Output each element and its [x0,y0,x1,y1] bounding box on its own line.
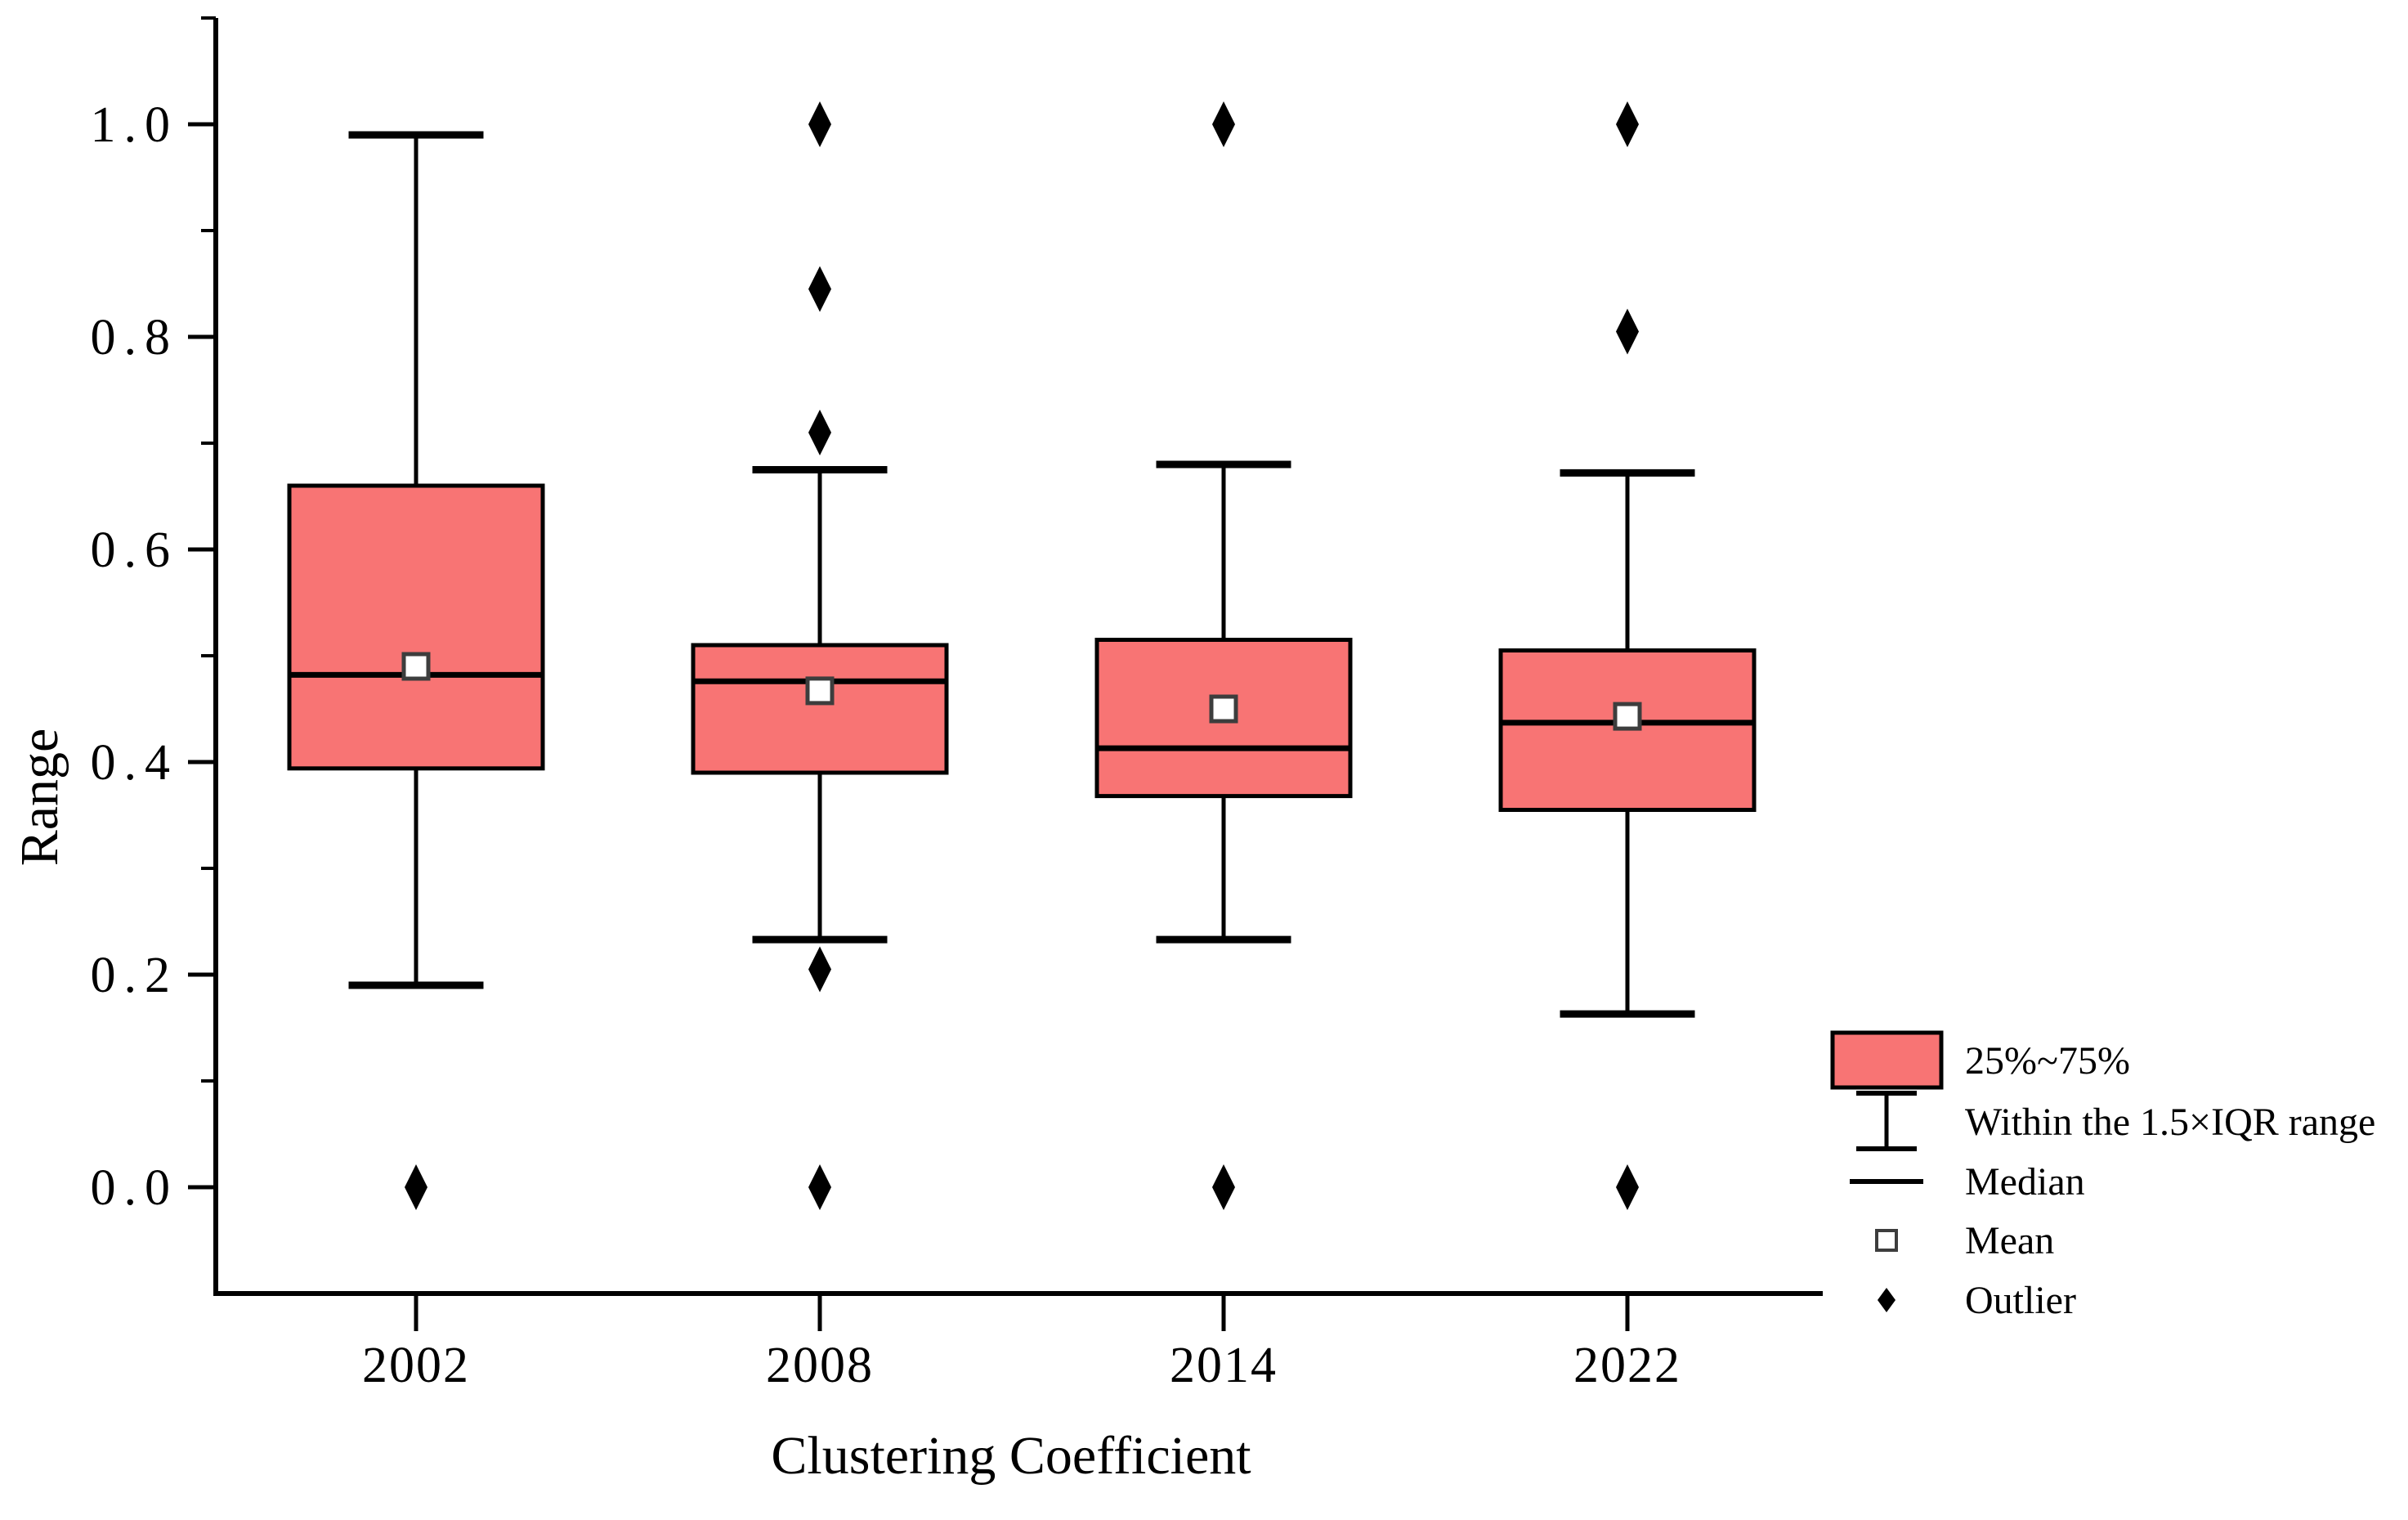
x-tick-label: 2014 [1170,1338,1278,1393]
y-tick-label: 0.2 [91,948,179,1003]
iqr-box-2002 [287,483,545,771]
y-tick-label: 1.0 [91,97,179,153]
mean-marker-2022 [1613,702,1642,731]
y-tick-label: 0.8 [91,310,179,365]
legend-outlier-marker [1878,1288,1896,1312]
y-tick-label: 0.6 [91,522,179,578]
mean-marker-2014 [1209,694,1238,724]
x-tick-label: 2008 [766,1338,874,1393]
outlier-marker-2008 [808,410,831,455]
mean-marker-2008 [805,676,835,706]
legend-label: Median [1965,1160,2085,1204]
legend-mean-marker [1875,1229,1898,1252]
outlier-marker-2008 [808,266,831,312]
legend-label: 25%~75% [1965,1039,2130,1083]
iqr-box-2008 [691,643,949,775]
y-tick-label: 0.0 [91,1160,179,1216]
outlier-marker-2022 [1616,101,1639,147]
y-tick-label: 0.4 [91,735,179,791]
outlier-marker-2014 [1212,1164,1235,1210]
outlier-marker-2022 [1616,308,1639,355]
legend-box-swatch [1830,1030,1944,1090]
outlier-marker-2002 [405,1164,427,1210]
x-tick-label: 2002 [362,1338,470,1393]
outlier-marker-2022 [1616,1164,1639,1210]
legend-label: Within the 1.5×IQR range [1965,1101,2375,1144]
y-axis-title: Range [10,729,69,867]
mean-marker-2002 [401,652,431,681]
x-axis-title: Clustering Coefficient [771,1426,1251,1486]
legend-label: Outlier [1965,1279,2076,1322]
outlier-marker-2008 [808,1164,831,1210]
outlier-marker-2014 [1212,101,1235,147]
outlier-marker-2008 [808,101,831,147]
legend-label: Mean [1965,1219,2054,1262]
outlier-marker-2008 [808,946,831,993]
x-tick-label: 2022 [1573,1338,1681,1393]
